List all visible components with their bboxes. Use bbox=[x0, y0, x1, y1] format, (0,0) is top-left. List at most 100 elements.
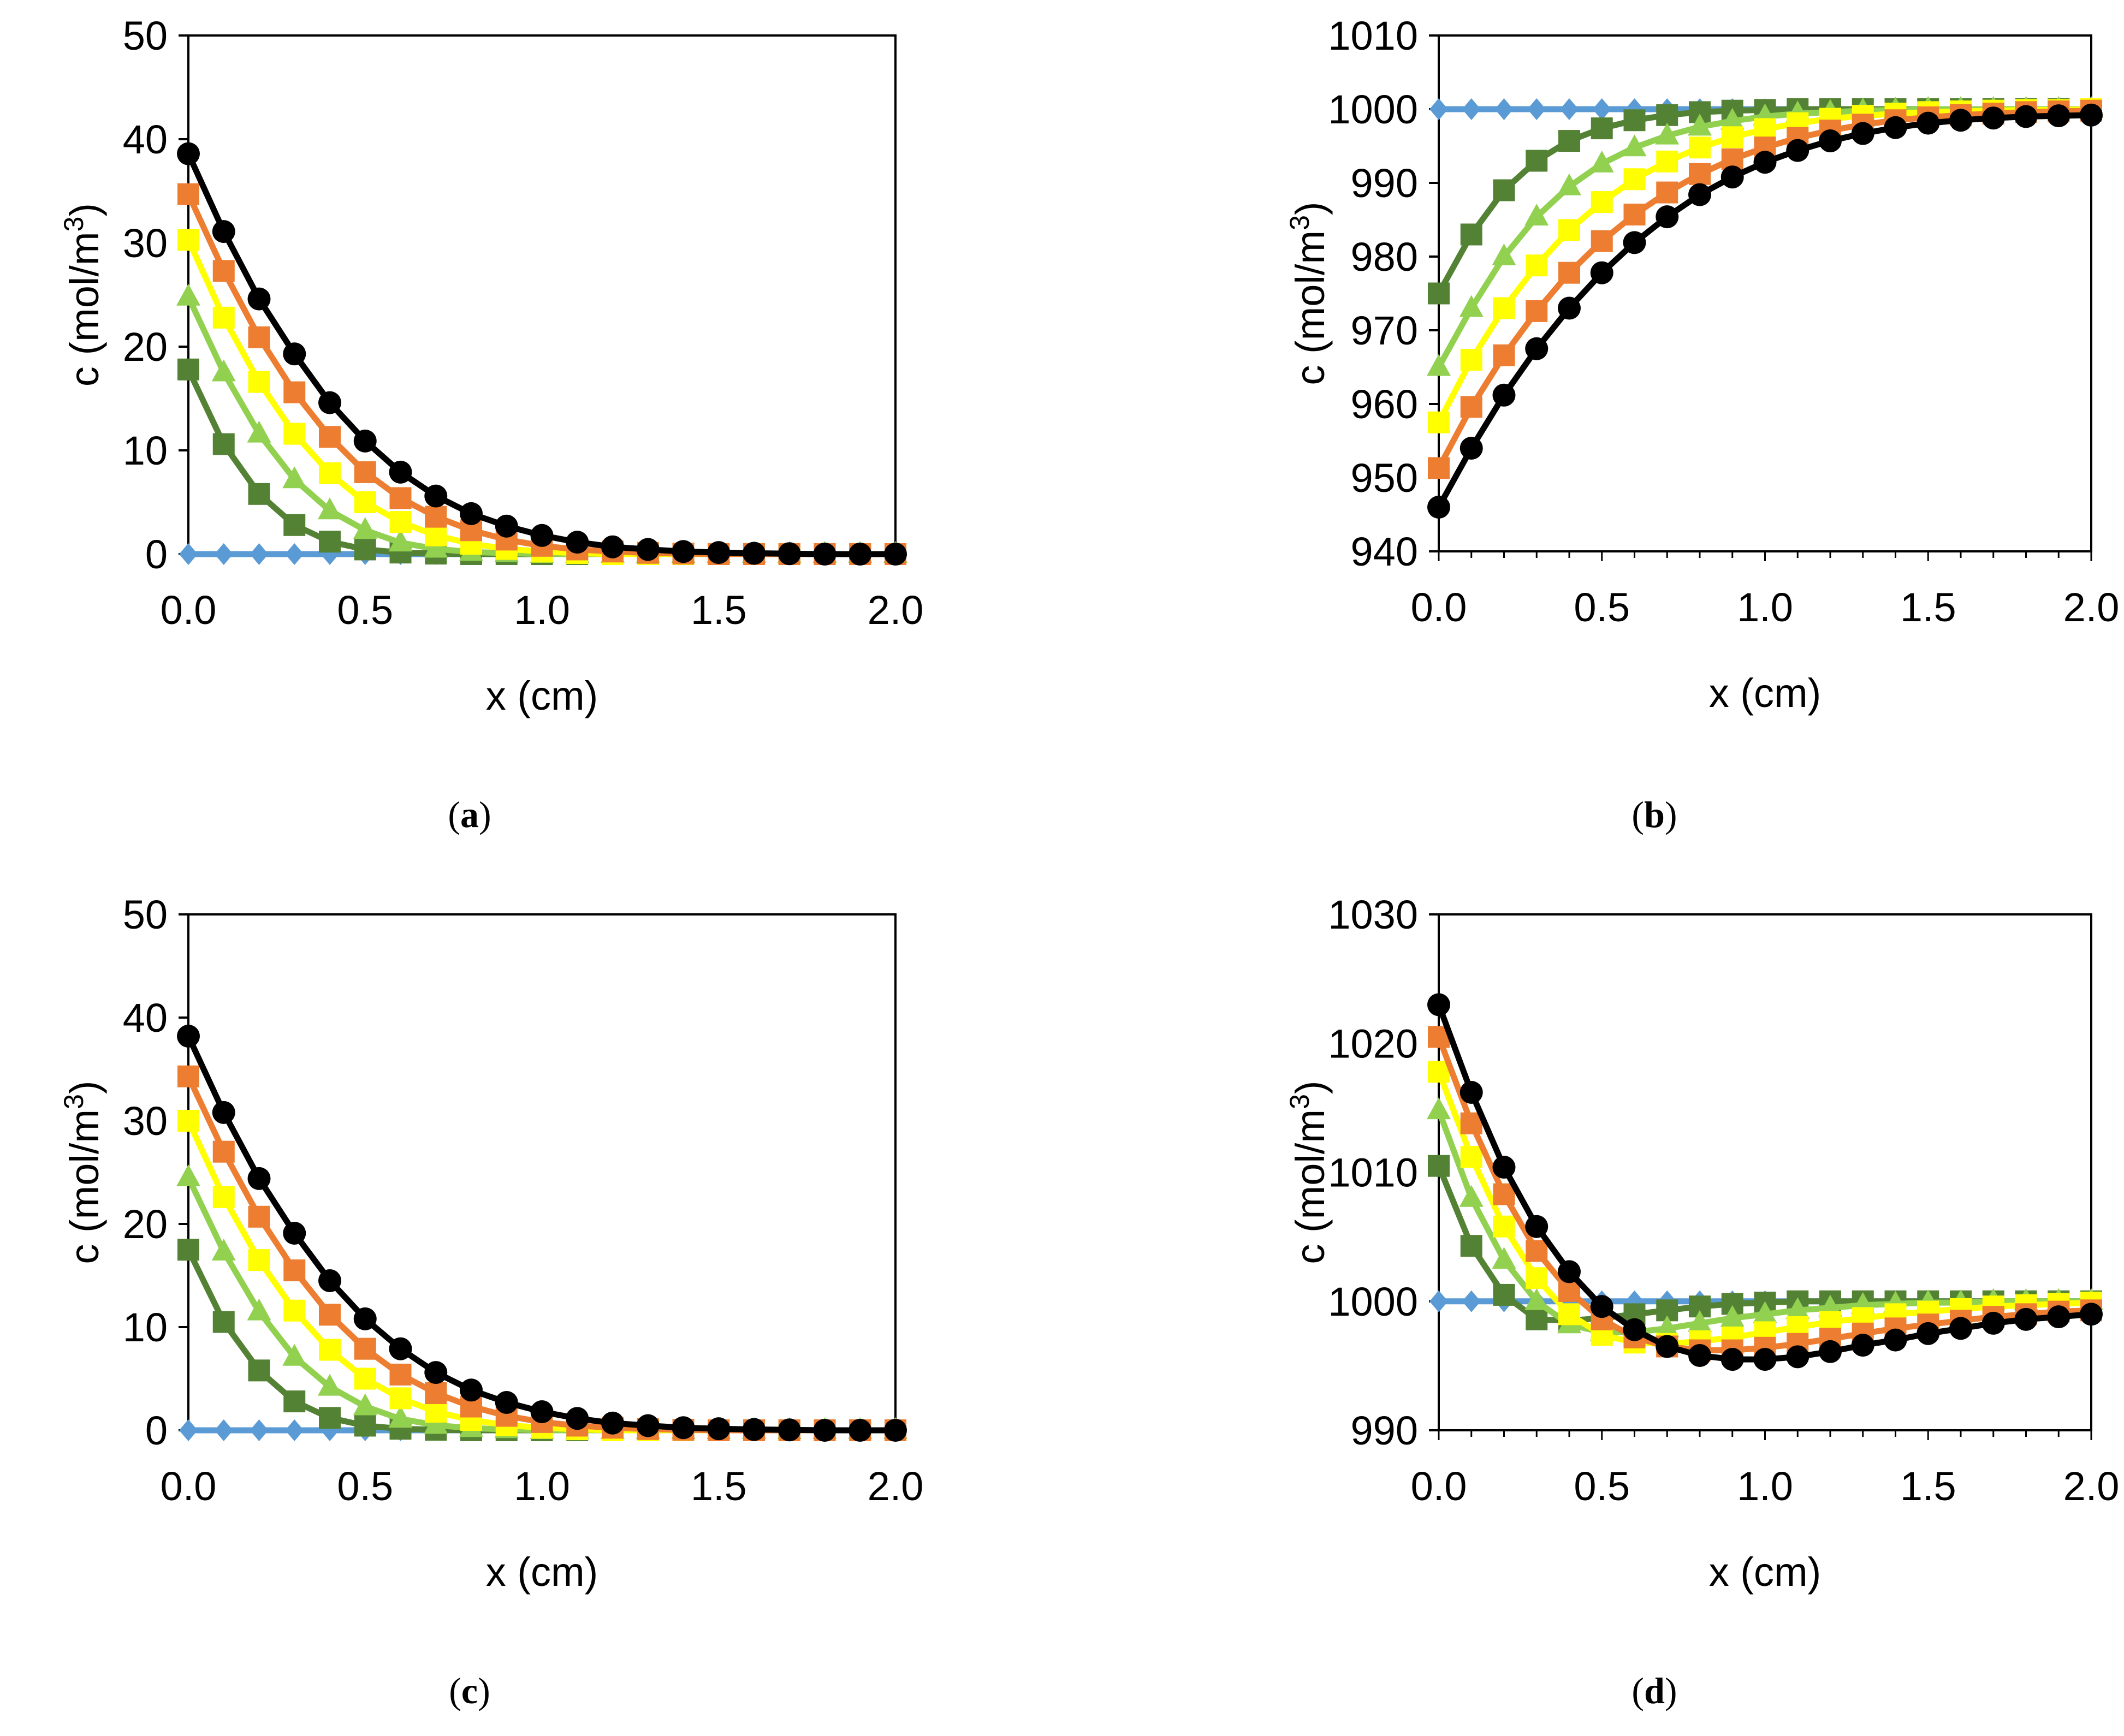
y-tick-label: 0 bbox=[145, 1408, 168, 1453]
y-tick-label: 990 bbox=[1351, 1408, 1418, 1453]
data-point-t2 bbox=[1492, 243, 1516, 265]
data-point-t3 bbox=[177, 229, 199, 251]
data-point-t4 bbox=[1493, 1183, 1515, 1205]
data-point-t5 bbox=[813, 543, 836, 566]
y-axis-label: c (mol/m3) bbox=[58, 1080, 107, 1264]
data-point-t2 bbox=[1688, 1310, 1712, 1332]
data-point-t4 bbox=[283, 1259, 306, 1282]
data-point-t5 bbox=[1981, 106, 2005, 130]
data-point-t2 bbox=[1720, 1305, 1745, 1327]
data-point-t3 bbox=[212, 306, 235, 329]
data-point-t0 bbox=[1429, 98, 1448, 120]
data-point-t1 bbox=[1428, 282, 1450, 305]
y-tick-label: 1020 bbox=[1328, 1021, 1418, 1066]
data-point-t2 bbox=[211, 1239, 236, 1261]
data-point-t2 bbox=[1557, 173, 1581, 195]
data-point-t5 bbox=[495, 514, 518, 538]
data-point-t1 bbox=[212, 433, 235, 455]
data-point-t1 bbox=[1656, 104, 1678, 126]
data-point-t0 bbox=[1592, 98, 1611, 120]
data-point-t0 bbox=[214, 1419, 233, 1441]
y-tick-label: 1000 bbox=[1328, 1279, 1418, 1324]
data-point-t2 bbox=[176, 1164, 200, 1186]
data-point-t4 bbox=[212, 260, 235, 282]
chart-panel-a: 0 10 20 30 40 50 0.0 0.5 1.0 1.5 2.0 x (cm) c (mol/m… bbox=[58, 13, 923, 835]
data-point-t5 bbox=[177, 142, 200, 165]
data-point-t0 bbox=[179, 1419, 198, 1441]
data-point-t4 bbox=[319, 1304, 341, 1326]
data-point-t2 bbox=[1492, 1247, 1516, 1269]
data-point-t5 bbox=[1623, 1318, 1646, 1341]
data-point-t5 bbox=[1884, 1328, 1907, 1352]
data-point-t3 bbox=[283, 423, 306, 445]
x-tick-label: 0.0 bbox=[1411, 1464, 1467, 1509]
data-point-t3 bbox=[1754, 118, 1776, 140]
x-axis-label: x (cm) bbox=[1709, 1549, 1822, 1595]
data-point-t5 bbox=[707, 541, 731, 564]
data-point-t4 bbox=[425, 506, 447, 528]
x-tick-label: 1.5 bbox=[691, 1464, 747, 1509]
data-point-t1 bbox=[319, 531, 341, 553]
y-tick-label: 950 bbox=[1351, 455, 1418, 501]
y-tick-label: 50 bbox=[123, 13, 168, 58]
y-tick-label: 40 bbox=[123, 117, 168, 162]
data-point-t5 bbox=[1917, 1322, 1940, 1345]
data-point-t5 bbox=[884, 1419, 907, 1442]
data-point-t5 bbox=[177, 1025, 200, 1048]
data-point-t4 bbox=[354, 1337, 376, 1360]
x-tick-label: 1.0 bbox=[514, 587, 570, 633]
data-point-t5 bbox=[849, 1419, 872, 1442]
data-point-t5 bbox=[2047, 104, 2070, 128]
data-point-t2 bbox=[282, 1343, 307, 1366]
x-tick-label: 2.0 bbox=[2063, 585, 2120, 630]
data-point-t4 bbox=[248, 326, 270, 348]
data-point-t3 bbox=[1558, 219, 1580, 241]
data-point-t2 bbox=[1622, 134, 1647, 157]
y-tick-label: 1010 bbox=[1328, 13, 1418, 58]
x-axis-label: x (cm) bbox=[486, 673, 598, 718]
data-point-t3 bbox=[1493, 1215, 1515, 1238]
data-point-t5 bbox=[424, 1361, 448, 1384]
data-point-t2 bbox=[1753, 1301, 1777, 1323]
y-tick-label: 1030 bbox=[1328, 892, 1418, 937]
y-axis-label: c (mol/m3) bbox=[58, 203, 107, 387]
data-point-t3 bbox=[1623, 168, 1646, 191]
data-point-t5 bbox=[1786, 139, 1809, 162]
data-point-t5 bbox=[1917, 111, 1940, 135]
data-point-t1 bbox=[354, 538, 376, 561]
data-point-t4 bbox=[283, 381, 306, 403]
data-point-t5 bbox=[212, 220, 235, 243]
data-point-t5 bbox=[460, 1378, 483, 1402]
data-point-t5 bbox=[1427, 496, 1450, 519]
data-point-t5 bbox=[1720, 1348, 1744, 1371]
data-point-t5 bbox=[672, 1416, 695, 1440]
data-point-t1 bbox=[1460, 1235, 1482, 1257]
data-point-t5 bbox=[566, 531, 589, 554]
x-tick-label: 1.0 bbox=[1737, 585, 1793, 630]
data-point-t5 bbox=[2014, 1307, 2038, 1331]
data-point-t2 bbox=[388, 530, 413, 552]
data-point-t5 bbox=[424, 484, 448, 508]
data-point-t5 bbox=[672, 540, 695, 563]
series-t5 bbox=[1427, 993, 2103, 1371]
data-point-t2 bbox=[1459, 295, 1484, 317]
y-tick-label: 0 bbox=[145, 532, 168, 577]
data-point-t3 bbox=[1526, 254, 1548, 277]
data-point-t4 bbox=[177, 1065, 199, 1087]
data-point-t2 bbox=[1688, 114, 1712, 136]
y-axis-label: c (mol/m3) bbox=[1284, 201, 1333, 385]
y-tick-label: 20 bbox=[123, 1202, 168, 1247]
data-point-t1 bbox=[248, 483, 270, 505]
data-point-t2 bbox=[1589, 150, 1614, 173]
data-point-t1 bbox=[212, 1311, 235, 1333]
y-tick-label: 50 bbox=[123, 892, 168, 937]
data-point-t5 bbox=[1656, 205, 1679, 229]
data-point-t5 bbox=[2080, 103, 2103, 127]
y-tick-label: 20 bbox=[123, 324, 168, 370]
y-tick-label: 30 bbox=[123, 221, 168, 266]
chart-panel-b: 940 950 960 970 980 990 1000 1010 0.0 0.5 1.0 1.5 2.… bbox=[1284, 13, 2119, 835]
panel-caption: (a) bbox=[448, 794, 491, 835]
data-point-t2 bbox=[1785, 1297, 1810, 1319]
data-point-t5 bbox=[1459, 437, 1483, 460]
